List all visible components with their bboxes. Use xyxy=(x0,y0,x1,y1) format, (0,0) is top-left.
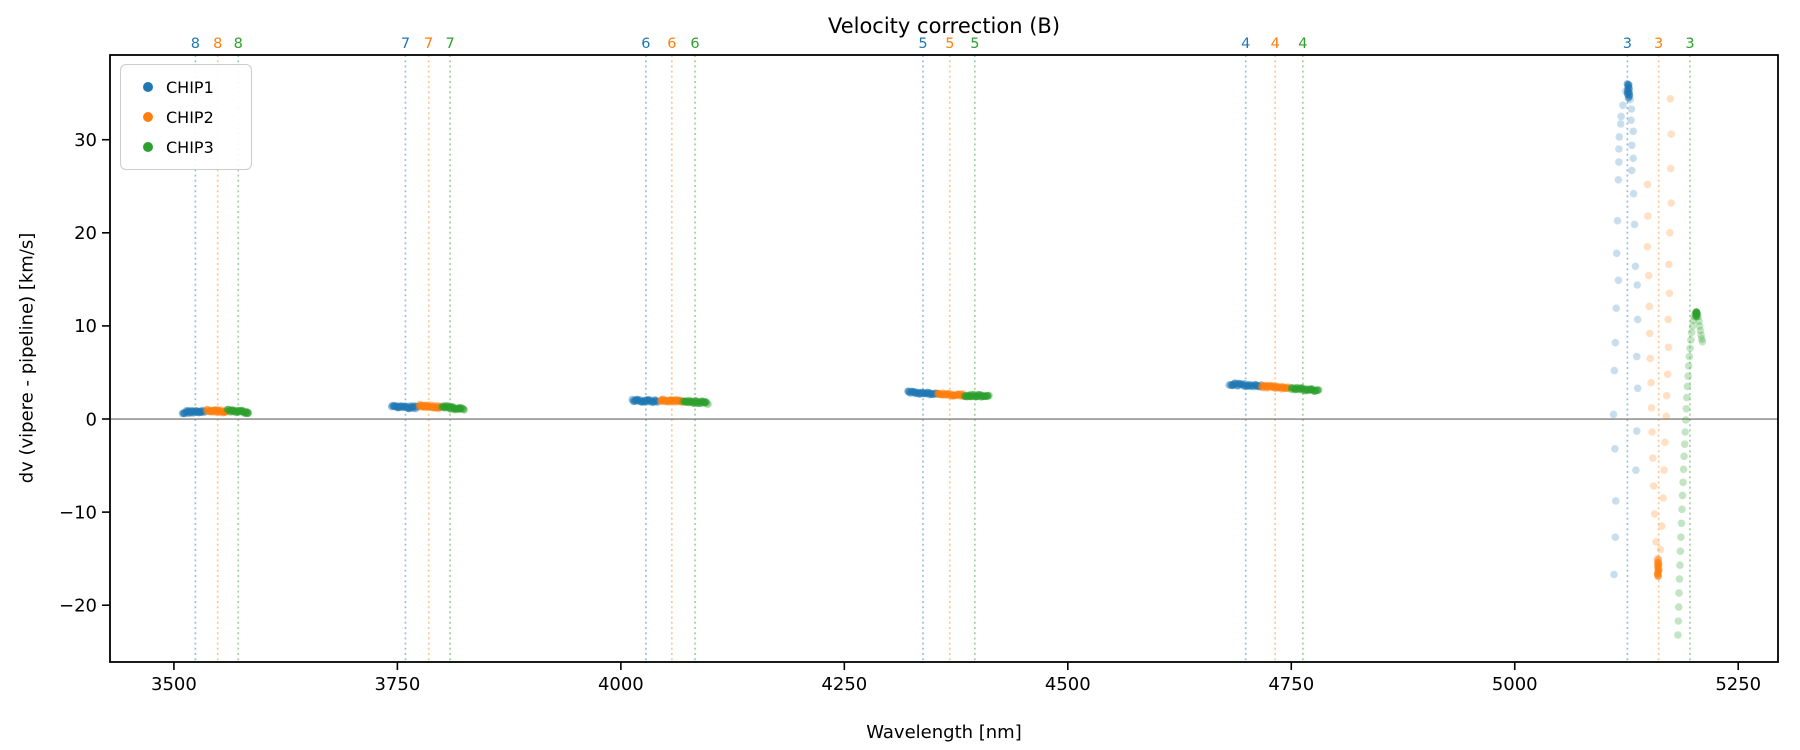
order-label-8-chip2: 8 xyxy=(213,36,222,52)
order-label-4-chip1: 4 xyxy=(1241,36,1250,52)
cluster-order5-chip3 xyxy=(960,390,993,401)
x-tick-label: 4500 xyxy=(1045,674,1091,695)
cluster-order4-chip2 xyxy=(1258,381,1293,393)
x-tick-label: 3750 xyxy=(374,674,420,695)
cluster-order4-chip3 xyxy=(1287,383,1323,395)
cluster-order6-chip3 xyxy=(679,396,712,408)
legend: CHIP1 CHIP2 CHIP3 xyxy=(120,64,252,170)
x-axis-label: Wavelength [nm] xyxy=(866,722,1022,743)
order-label-6-chip1: 6 xyxy=(641,36,650,52)
cluster-order7-chip2 xyxy=(415,400,444,412)
y-tick-label: −10 xyxy=(59,502,97,523)
chart-title: Velocity correction (B) xyxy=(827,14,1061,38)
order-label-7-chip2: 7 xyxy=(424,36,433,52)
order-label-4-chip3: 4 xyxy=(1298,36,1307,52)
x-tick-label: 4250 xyxy=(821,674,867,695)
cluster-order7-chip1 xyxy=(387,401,422,413)
legend-item-chip2: CHIP2 xyxy=(121,102,251,132)
legend-label: CHIP2 xyxy=(166,107,214,127)
cluster-order5-chip2 xyxy=(934,389,968,400)
legend-marker-icon xyxy=(143,142,153,152)
y-axis-ticks: −20 −10 0 10 20 30 xyxy=(59,130,110,617)
order3-structure-chip3 xyxy=(1674,308,1707,639)
order-label-8-chip3: 8 xyxy=(234,36,243,52)
x-axis-ticks: 3500 3750 4000 4250 4500 4750 5000 5250 xyxy=(151,662,1761,695)
order3-structure-chip1 xyxy=(1609,80,1642,579)
order-label-3-chip1: 3 xyxy=(1623,36,1632,52)
legend-label: CHIP3 xyxy=(166,137,214,157)
legend-item-chip1: CHIP1 xyxy=(121,72,251,102)
y-tick-label: 10 xyxy=(74,316,97,337)
order-label-8-chip1: 8 xyxy=(191,36,200,52)
legend-label: CHIP1 xyxy=(166,77,214,97)
order-label-5-chip3: 5 xyxy=(970,36,979,52)
x-tick-label: 5000 xyxy=(1492,674,1538,695)
legend-marker-icon xyxy=(143,112,153,122)
order3-structure-chip2 xyxy=(1643,95,1675,581)
x-tick-label: 3500 xyxy=(151,674,197,695)
scatter-points xyxy=(178,80,1707,639)
y-tick-label: 0 xyxy=(86,409,97,430)
y-tick-label: 30 xyxy=(74,130,97,151)
order-label-5-chip1: 5 xyxy=(918,36,927,52)
cluster-order6-chip2 xyxy=(657,395,687,406)
order-label-4-chip2: 4 xyxy=(1271,36,1280,52)
cluster-order8-chip3 xyxy=(223,405,253,418)
axes-spines xyxy=(109,54,1779,663)
order-label-7-chip3: 7 xyxy=(446,36,455,52)
order-label-3-chip3: 3 xyxy=(1685,36,1694,52)
y-tick-label: 20 xyxy=(74,223,97,244)
x-tick-label: 4000 xyxy=(598,674,644,695)
legend-item-chip3: CHIP3 xyxy=(121,132,251,162)
order-label-3-chip2: 3 xyxy=(1654,36,1663,52)
order-label-6-chip2: 6 xyxy=(667,36,676,52)
x-tick-label: 5250 xyxy=(1715,674,1761,695)
cluster-order5-chip1 xyxy=(904,387,942,399)
cluster-order8-chip1 xyxy=(178,406,209,418)
order-label-6-chip3: 6 xyxy=(690,36,699,52)
cluster-order8-chip2 xyxy=(203,405,231,417)
order-label-5-chip2: 5 xyxy=(945,36,954,52)
x-tick-label: 4750 xyxy=(1268,674,1314,695)
cluster-order7-chip3 xyxy=(437,402,468,414)
legend-marker-icon xyxy=(143,82,153,92)
order-label-7-chip1: 7 xyxy=(401,36,410,52)
y-tick-label: −20 xyxy=(59,596,97,617)
cluster-order4-chip1 xyxy=(1225,379,1265,391)
cluster-order6-chip1 xyxy=(628,395,662,407)
